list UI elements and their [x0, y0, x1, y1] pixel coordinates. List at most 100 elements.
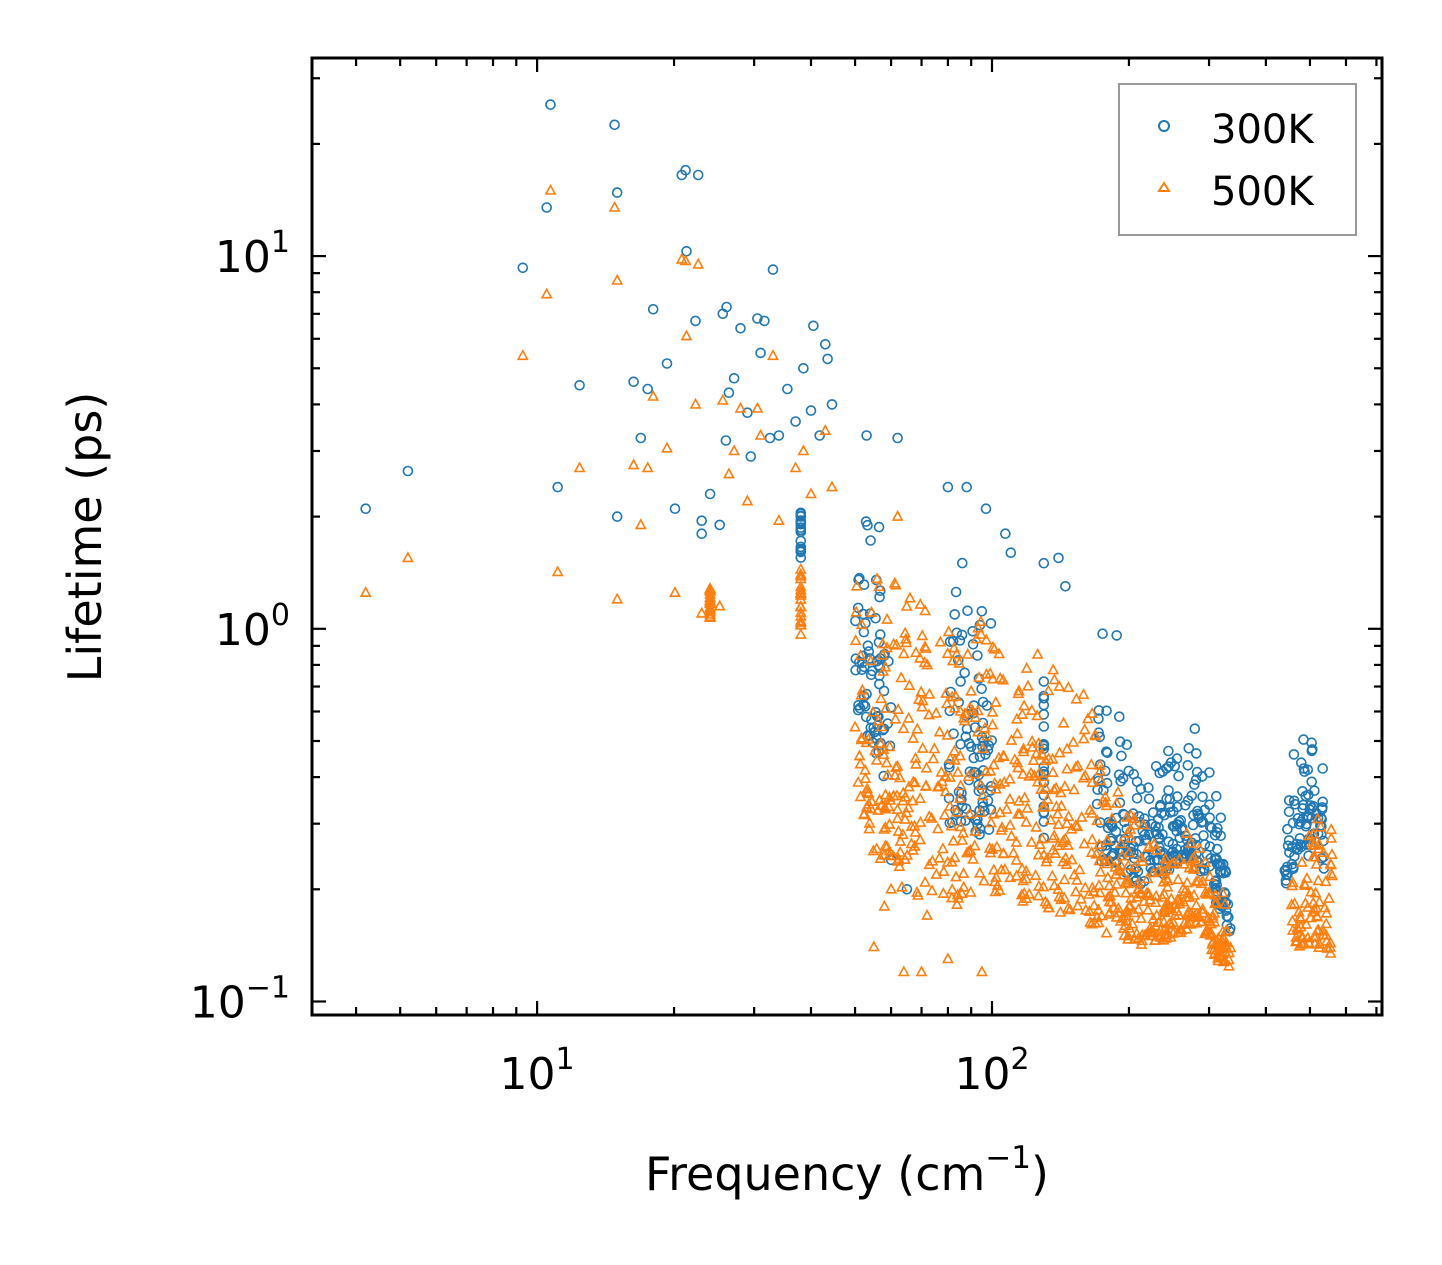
point-500k: [1180, 827, 1193, 838]
point-500k: [994, 806, 1006, 818]
point-500k: [1159, 927, 1172, 939]
point-300k: [1291, 838, 1302, 850]
point-500k: [1200, 887, 1213, 899]
point-500k: [855, 618, 868, 630]
point-500k: [627, 458, 640, 470]
point-500k: [1152, 916, 1165, 927]
point-500k: [897, 722, 910, 734]
point-500k: [1314, 820, 1327, 832]
point-500k: [916, 741, 929, 753]
point-300k: [1167, 838, 1179, 850]
point-300k: [1204, 812, 1215, 824]
point-500k: [772, 514, 785, 525]
point-500k: [1058, 873, 1071, 885]
point-500k: [794, 572, 807, 584]
point-500k: [819, 424, 832, 435]
point-300k: [541, 202, 553, 213]
point-500k: [1039, 895, 1052, 907]
point-500k: [1073, 863, 1086, 875]
point-500k: [1320, 906, 1333, 918]
point-500k: [540, 287, 553, 299]
point-300k: [822, 353, 833, 365]
point-300k: [950, 586, 962, 598]
point-300k: [1189, 779, 1200, 790]
point-500k: [716, 393, 729, 405]
point-300k: [1102, 822, 1114, 834]
point-500k: [1211, 934, 1224, 946]
point-500k: [1117, 921, 1130, 933]
point-500k: [1042, 684, 1055, 696]
point-300k: [960, 803, 972, 815]
point-500k: [1032, 889, 1045, 901]
point-300k: [1297, 803, 1308, 814]
point-300k: [853, 699, 864, 711]
point-500k: [1317, 846, 1330, 857]
point-500k: [1122, 929, 1135, 941]
point-300k: [782, 383, 793, 395]
point-500k: [1193, 841, 1206, 853]
point-500k: [997, 673, 1010, 685]
point-500k: [1183, 861, 1196, 873]
point-300k: [1000, 528, 1011, 540]
point-300k: [819, 338, 831, 350]
point-500k: [948, 744, 961, 756]
point-500k: [1005, 829, 1018, 841]
point-300k: [1163, 785, 1174, 796]
point-300k: [1211, 843, 1223, 855]
point-500k: [1223, 946, 1236, 958]
point-300k: [574, 379, 585, 391]
point-500k: [1046, 752, 1059, 764]
legend-label-500k: 500K: [1211, 169, 1315, 215]
point-500k: [1291, 921, 1304, 933]
point-500k: [974, 778, 987, 790]
point-500k: [1125, 809, 1137, 821]
point-500k: [1106, 812, 1118, 823]
point-500k: [921, 658, 934, 670]
point-300k: [955, 676, 966, 687]
point-500k: [826, 480, 838, 492]
point-500k: [895, 671, 908, 683]
point-500k: [909, 751, 922, 763]
point-500k: [1299, 896, 1312, 908]
point-500k: [973, 866, 986, 878]
point-300k: [745, 451, 757, 462]
legend: 300K 500K: [1118, 83, 1357, 236]
point-500k: [976, 742, 989, 754]
point-500k: [401, 551, 414, 563]
point-500k: [867, 940, 880, 952]
point-500k: [1003, 772, 1016, 784]
point-500k: [734, 401, 747, 413]
point-500k: [1048, 879, 1061, 891]
point-500k: [887, 849, 899, 861]
point-500k: [1110, 796, 1123, 808]
point-500k: [1058, 780, 1071, 791]
point-500k: [899, 626, 912, 638]
point-300k: [767, 264, 779, 275]
point-500k: [1173, 853, 1186, 865]
point-500k: [1159, 852, 1172, 864]
point-500k: [877, 664, 890, 676]
point-500k: [794, 615, 807, 627]
point-500k: [1020, 661, 1033, 673]
point-500k: [1003, 792, 1016, 804]
point-300k: [545, 99, 556, 110]
point-500k: [899, 853, 911, 864]
point-500k: [876, 637, 889, 649]
point-500k: [1017, 745, 1030, 757]
point-300k: [696, 515, 708, 527]
point-500k: [1292, 905, 1305, 917]
point-500k: [1313, 895, 1326, 907]
point-500k: [880, 756, 893, 768]
point-500k: [869, 744, 881, 756]
point-500k: [914, 597, 927, 609]
point-500k: [1108, 885, 1121, 897]
point-500k: [1039, 754, 1052, 766]
point-300k: [1159, 809, 1170, 821]
point-500k: [987, 863, 1000, 875]
point-500k: [1094, 758, 1106, 770]
point-300k: [1131, 874, 1142, 886]
point-300k: [862, 640, 874, 652]
point-500k: [914, 815, 927, 827]
point-300k: [1173, 816, 1185, 828]
point-500k: [1128, 860, 1141, 872]
